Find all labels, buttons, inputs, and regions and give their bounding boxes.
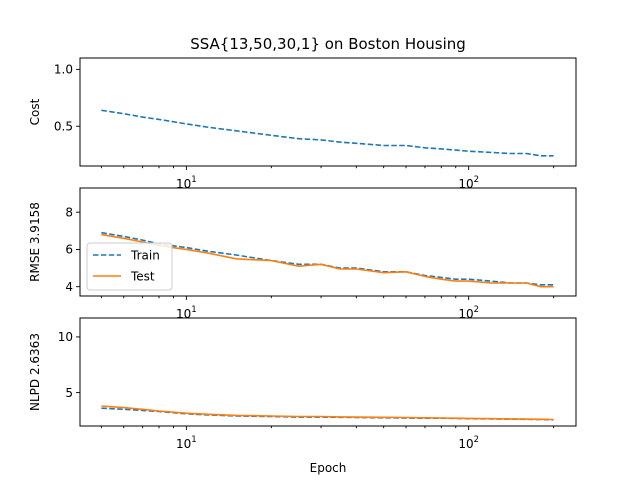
- y-axis-label: RMSE 3.9158: [28, 202, 42, 282]
- legend-label-test: Test: [130, 269, 155, 283]
- x-tick-label: 101: [176, 435, 197, 451]
- y-axis-label: Cost: [28, 98, 42, 125]
- axes-frame: [79, 57, 577, 167]
- x-tick-label: 102: [458, 175, 479, 191]
- axes-frame: [79, 317, 577, 427]
- y-tick-label: 5: [65, 386, 73, 400]
- x-axis-label: Epoch: [310, 461, 347, 475]
- series-line-test: [101, 233, 554, 288]
- panel-1: 0.5 1.0 Cost 101 102: [28, 57, 577, 191]
- panel-2: 4 6 8 RMSE 3.9158 101 102 Train Test: [28, 187, 577, 321]
- y-tick-label: 10: [58, 330, 73, 344]
- y-axis-label: NLPD 2.6363: [28, 333, 42, 411]
- x-tick-label: 102: [458, 305, 479, 321]
- x-tick-label: 101: [176, 305, 197, 321]
- axes-frame: [79, 187, 577, 297]
- panel-3: 5 10 NLPD 2.6363 101 102: [28, 317, 577, 451]
- y-tick-label: 8: [65, 206, 73, 220]
- chart-title: SSA{13,50,30,1} on Boston Housing: [190, 35, 466, 53]
- x-tick-label: 102: [458, 435, 479, 451]
- legend: Train Test: [86, 242, 173, 291]
- series-line-test: [101, 405, 554, 421]
- legend-box: [86, 242, 173, 291]
- series-line-train: [101, 109, 554, 157]
- y-tick-label: 6: [65, 243, 73, 257]
- x-tick-label: 101: [176, 175, 197, 191]
- panels: 0.5 1.0 Cost 101 102 4 6 8 RMSE 3.9158 101 102 Trai…: [28, 57, 577, 451]
- series-line-train: [101, 231, 554, 286]
- y-tick-label: 0.5: [54, 120, 73, 134]
- y-tick-label: 1.0: [54, 63, 73, 77]
- y-tick-label: 4: [65, 280, 73, 294]
- legend-label-train: Train: [130, 248, 160, 262]
